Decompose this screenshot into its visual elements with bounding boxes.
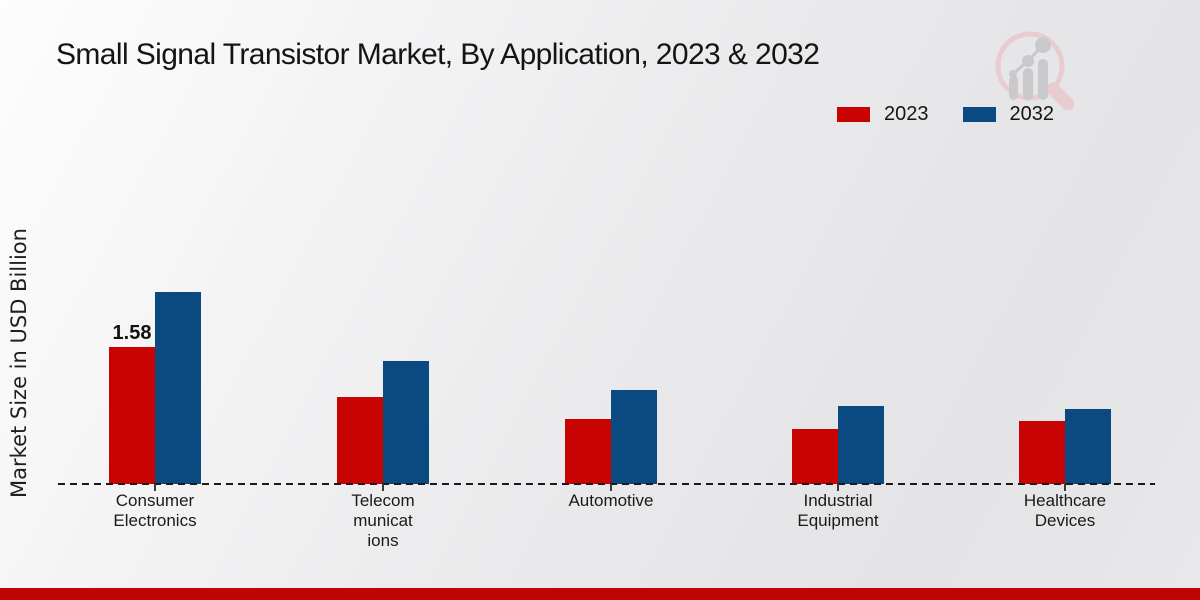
bar-2032-consumer-electronics xyxy=(155,292,201,484)
axis-tick xyxy=(382,484,384,491)
bar-2032-telecommunications xyxy=(383,361,429,484)
bar-2023-healthcare-devices xyxy=(1019,421,1065,484)
bar-2023-automotive xyxy=(565,419,611,484)
bar-2023-industrial-equipment xyxy=(792,429,838,484)
legend-swatch-2032 xyxy=(962,107,996,122)
axis-tick xyxy=(1064,484,1066,491)
legend-item-2023: 2023 xyxy=(837,103,929,126)
bar-2023-consumer-electronics xyxy=(109,347,155,484)
bar-value-label: 1.58 xyxy=(112,322,152,344)
category-label-automotive: Automotive xyxy=(568,491,654,510)
bar-2032-automotive xyxy=(611,390,657,484)
bar-2032-healthcare-devices xyxy=(1065,409,1111,484)
x-axis-baseline xyxy=(58,483,1155,485)
legend-item-2032: 2032 xyxy=(962,103,1055,126)
category-label-consumer-electronics: Consumer Electronics xyxy=(113,491,197,530)
category-label-telecommunications: Telecom municat ions xyxy=(351,491,415,550)
axis-tick xyxy=(610,484,612,491)
legend-label-2023: 2023 xyxy=(884,103,929,125)
legend-swatch-2023 xyxy=(837,107,870,122)
axis-tick xyxy=(837,484,839,491)
plot-area: 1.58 xyxy=(109,292,1111,484)
footer-accent-bar xyxy=(0,588,1200,600)
legend-label-2032: 2032 xyxy=(1009,103,1055,125)
magnifier-bar-chart-icon xyxy=(992,28,1080,115)
bar-2023-telecommunications xyxy=(337,397,383,484)
chart-title: Small Signal Transistor Market, By Appli… xyxy=(56,38,820,71)
category-label-healthcare-devices: Healthcare Devices xyxy=(1023,491,1107,530)
axis-tick xyxy=(154,484,156,491)
bar-2032-industrial-equipment xyxy=(838,406,884,484)
legend: 2023 2032 xyxy=(837,103,1054,126)
category-label-industrial-equipment: Industrial Equipment xyxy=(797,491,879,530)
